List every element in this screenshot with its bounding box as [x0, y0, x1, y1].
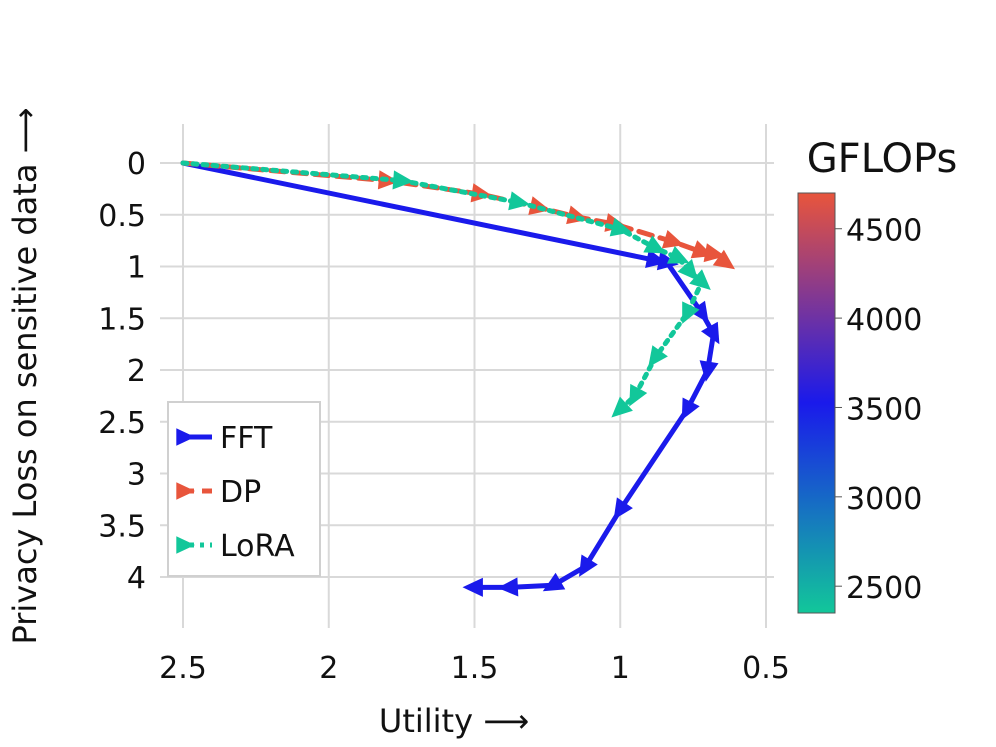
colorbar-tick-label: 3000 [846, 482, 922, 517]
y-tick-label: 1 [127, 251, 146, 286]
x-tick-label: 2 [319, 651, 338, 686]
y-tick-label: 0 [127, 147, 146, 182]
data-point-lora [392, 170, 414, 190]
legend: FFT DP LoRA [167, 401, 321, 577]
data-point-lora [643, 235, 666, 254]
colorbar-tick-label: 4000 [846, 303, 922, 338]
legend-marker-fft [176, 428, 195, 446]
data-point-fft [699, 360, 719, 382]
data-point-fft [701, 321, 720, 345]
y-axis-label: Privacy Loss on sensitive data ⟶ [6, 108, 44, 645]
data-point-lora [648, 345, 668, 368]
data-point-fft [681, 397, 700, 420]
data-point-lora [667, 246, 690, 264]
data-point-fft [656, 251, 679, 271]
data-point-lora [689, 269, 711, 290]
data-point-fft [542, 572, 566, 592]
y-tick-label: 2 [127, 354, 146, 389]
data-point-lora [677, 259, 699, 281]
plot-series [180, 160, 735, 597]
colorbar-title: GFLOPs [807, 136, 958, 182]
legend-marker-lora [176, 536, 195, 554]
colorbar-tick-label: 4500 [846, 214, 922, 249]
data-point-dp [661, 230, 685, 249]
data-point-fft [579, 554, 598, 577]
data-point-fft [497, 577, 519, 597]
series-line-lora [180, 160, 705, 412]
y-tick-label: 4 [127, 561, 146, 596]
colorbar-tick-label: 3500 [846, 392, 922, 427]
data-point-lora [629, 383, 648, 407]
data-point-fft [613, 497, 633, 520]
data-point-lora [611, 396, 633, 418]
legend-label-dp: DP [220, 475, 261, 510]
axis-ticks: 2.5 2 1.5 1 0.5 0 0.5 1 1.5 2 2.5 3 3.5 4 [98, 147, 790, 686]
data-point-lora [508, 191, 530, 211]
data-point-lora [609, 217, 632, 237]
y-tick-label: 1.5 [98, 302, 146, 337]
colorbar-gradient [797, 192, 836, 614]
colorbar: GFLOPs 4500 4000 3500 3000 2500 [797, 136, 958, 614]
y-tick-label: 3.5 [98, 509, 146, 544]
x-axis-label: Utility ⟶ [379, 702, 529, 740]
series-lora [180, 160, 711, 418]
y-tick-label: 0.5 [98, 199, 146, 234]
data-point-fft [689, 300, 709, 323]
x-tick-label: 1 [611, 651, 630, 686]
legend-marker-dp [176, 482, 195, 500]
legend-label-fft: FFT [220, 421, 273, 456]
y-tick-label: 3 [127, 458, 146, 493]
y-tick-label: 2.5 [98, 406, 146, 441]
series-fft [180, 160, 720, 597]
data-point-dp [470, 183, 493, 203]
data-point-dp [712, 249, 735, 270]
colorbar-tick-label: 2500 [846, 571, 922, 606]
legend-label-lora: LoRA [220, 529, 295, 564]
x-tick-label: 0.5 [742, 651, 790, 686]
x-tick-label: 1.5 [451, 651, 499, 686]
x-tick-label: 2.5 [159, 651, 207, 686]
data-point-fft [462, 577, 483, 597]
data-point-lora [682, 301, 700, 324]
